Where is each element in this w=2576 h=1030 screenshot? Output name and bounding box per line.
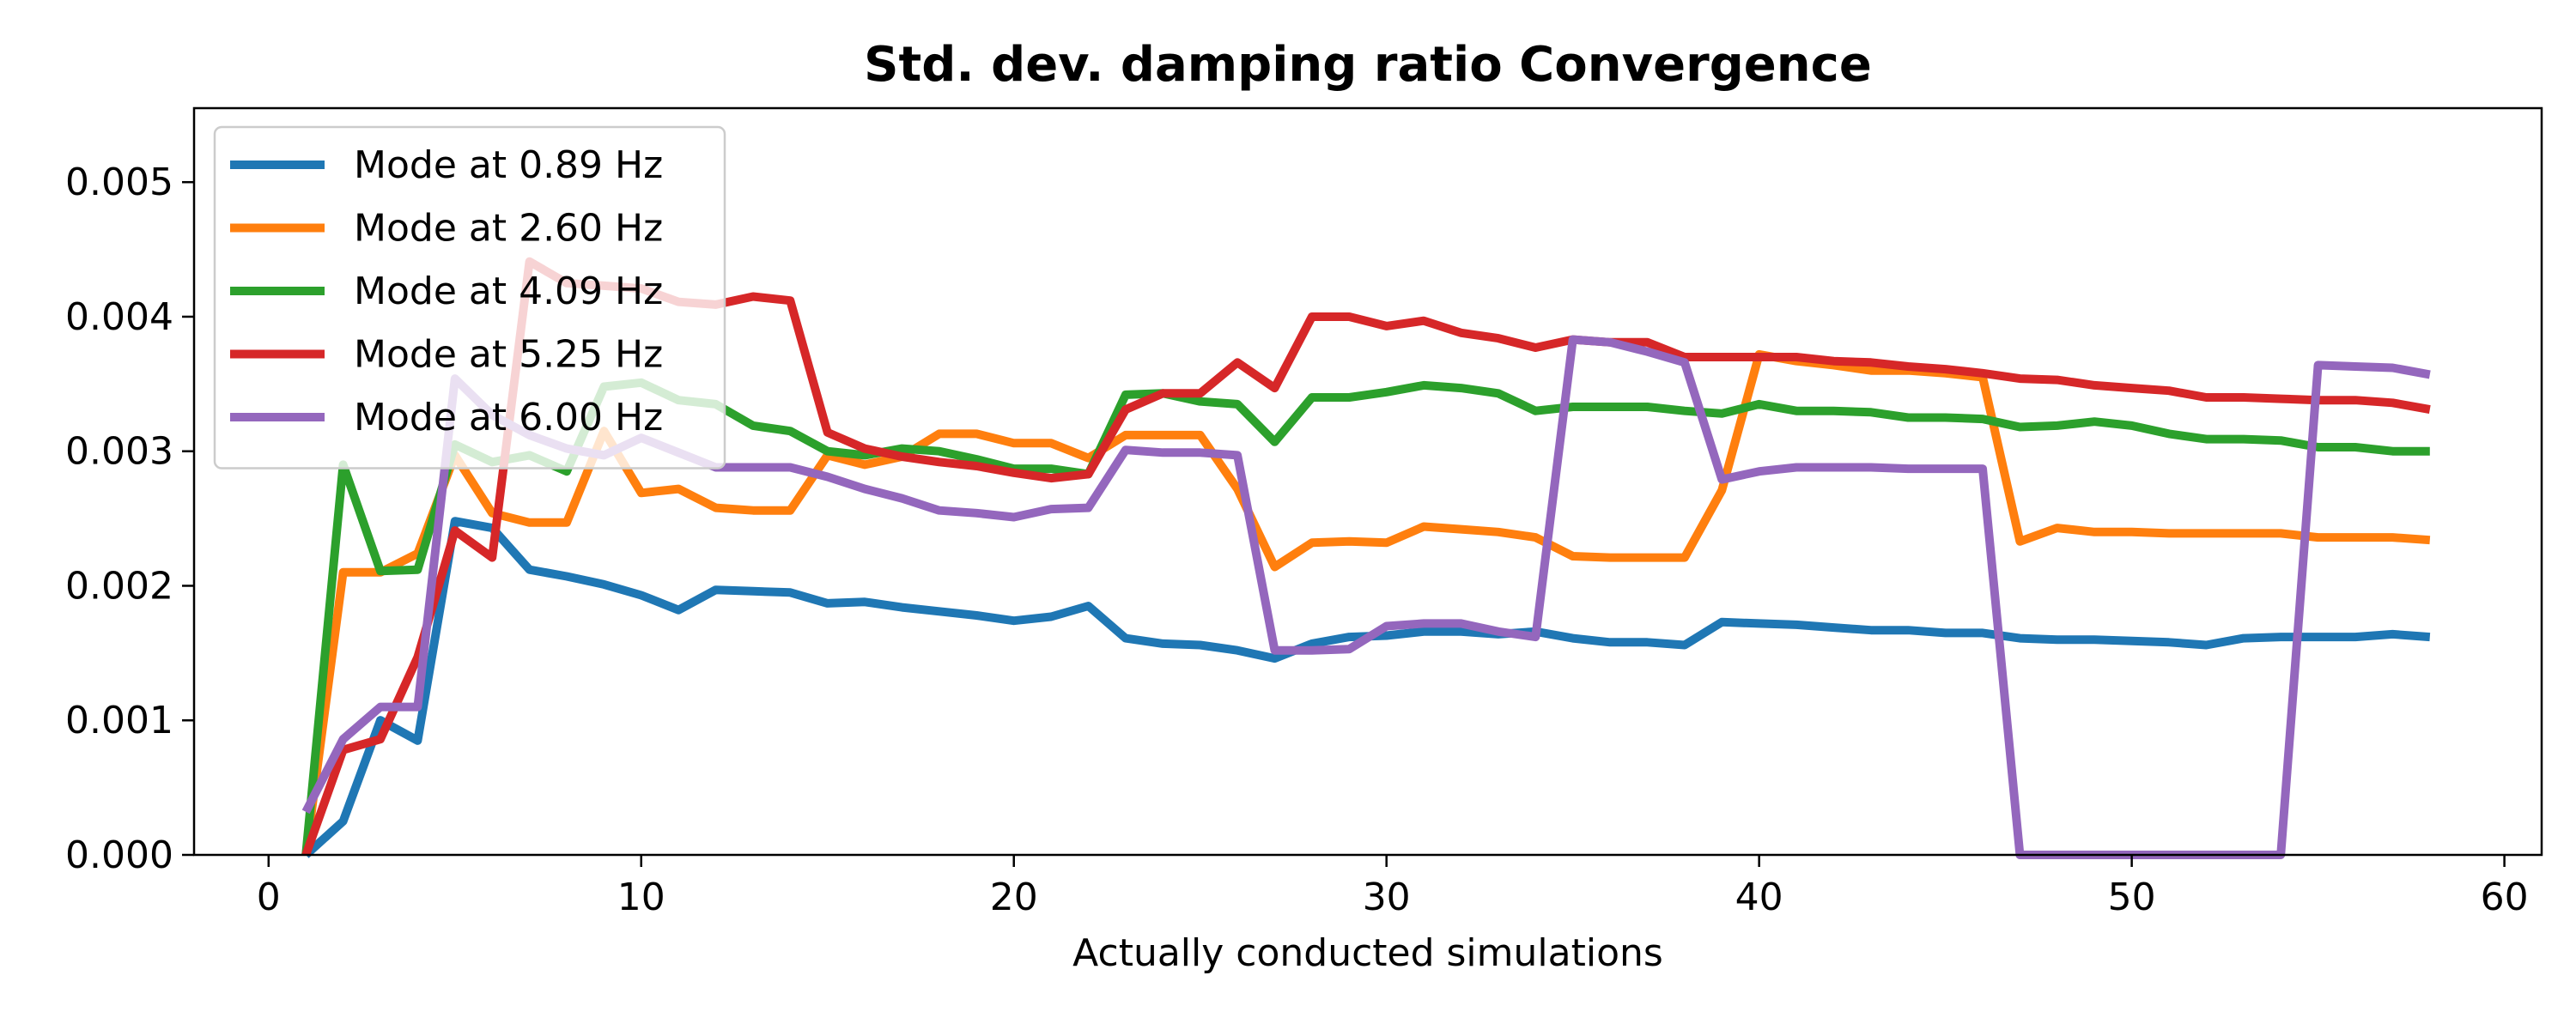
y-tick-label: 0.002	[65, 564, 173, 608]
x-axis: 0 10 20 30 40 50 60	[257, 855, 2529, 919]
chart-title: Std. dev. damping ratio Convergence	[864, 37, 1872, 93]
x-tick-label: 50	[2108, 876, 2156, 919]
x-tick-label: 60	[2481, 876, 2529, 919]
legend-box	[213, 125, 726, 470]
legend: Mode at 0.89 Hz Mode at 2.60 Hz Mode at 4.…	[213, 125, 726, 470]
x-tick-label: 20	[990, 876, 1038, 919]
series-line-2	[301, 349, 2431, 856]
x-tick-label: 10	[617, 876, 665, 919]
x-tick-label: 30	[1363, 876, 1411, 919]
y-axis: 0.000 0.001 0.002 0.003 0.004 0.005	[65, 161, 194, 877]
y-tick-label: 0.000	[65, 833, 173, 877]
legend-label: Mode at 0.89 Hz	[354, 143, 663, 187]
legend-label: Mode at 6.00 Hz	[354, 396, 663, 439]
legend-label: Mode at 2.60 Hz	[354, 207, 663, 251]
y-tick-label: 0.003	[65, 430, 173, 474]
x-axis-label: Actually conducted simulations	[1072, 931, 1663, 975]
y-tick-label: 0.005	[65, 161, 173, 204]
y-tick-label: 0.001	[65, 699, 173, 742]
y-tick-label: 0.004	[65, 295, 173, 339]
legend-label: Mode at 5.25 Hz	[354, 333, 663, 377]
x-tick-label: 0	[257, 876, 281, 919]
plot-frame	[192, 106, 2543, 857]
x-tick-label: 40	[1735, 876, 1783, 919]
legend-label: Mode at 4.09 Hz	[354, 270, 663, 313]
